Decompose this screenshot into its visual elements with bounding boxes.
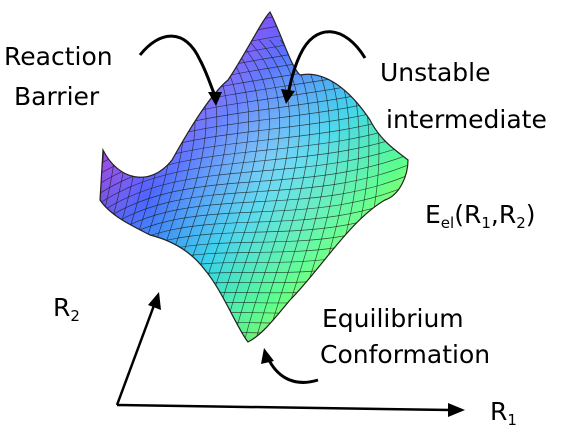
energy-symbol: E (425, 200, 441, 229)
reaction-barrier-arrow (138, 34, 222, 106)
label-axis-r2: R2 (53, 294, 80, 330)
equilibrium-arrow (261, 348, 319, 384)
axis-r1 (116, 403, 465, 417)
axis-r1-symbol: R (490, 397, 508, 426)
energy-args-close: ) (525, 200, 536, 229)
label-equilibrium-line1: Equilibrium (322, 304, 464, 333)
energy-args-comma: ,R (490, 200, 517, 229)
energy-args-open: (R (454, 200, 482, 229)
label-reaction-barrier-line1: Reaction (4, 42, 113, 71)
label-unstable-line2: intermediate (386, 105, 547, 134)
unstable-intermediate-arrow (281, 30, 367, 104)
label-equilibrium-line2: Conformation (320, 340, 491, 369)
label-energy-function: Eel(R1,R2) (425, 200, 536, 238)
energy-subscript: el (440, 214, 455, 232)
energy-arg1-subscript: 1 (481, 214, 491, 232)
axis-r2-symbol: R (53, 293, 71, 322)
axis-r1-subscript: 1 (507, 411, 517, 429)
axis-r2-subscript: 2 (70, 307, 80, 325)
energy-arg2-subscript: 2 (516, 214, 526, 232)
label-unstable-line1: Unstable (380, 58, 491, 87)
label-reaction-barrier-line2: Barrier (14, 82, 100, 111)
label-axis-r1: R1 (490, 398, 517, 429)
axis-r2 (115, 292, 161, 406)
